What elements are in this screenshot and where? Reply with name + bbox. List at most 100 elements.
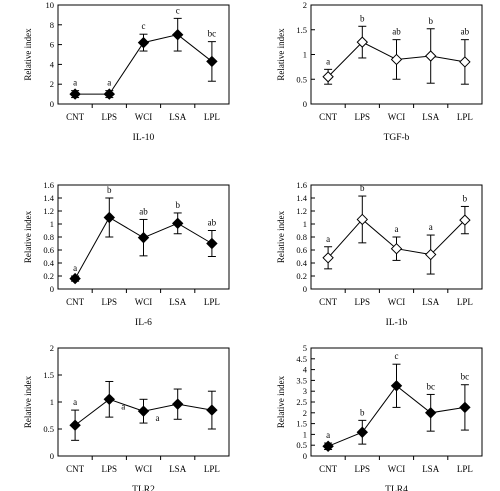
significance-label: b	[360, 13, 365, 23]
data-point	[424, 50, 437, 62]
significance-label: b	[107, 185, 112, 195]
plot-frame	[57, 4, 230, 105]
y-tick-label: 3.5	[296, 375, 307, 385]
x-tick-label: LPL	[204, 112, 220, 122]
y-axis-label: Relative index	[276, 28, 286, 81]
y-tick-label: 1.5	[296, 419, 307, 429]
data-point	[171, 28, 184, 41]
y-tick-label: 4	[50, 59, 55, 69]
data-point	[424, 407, 437, 419]
significance-label: ab	[139, 206, 148, 216]
significance-label: b	[360, 407, 365, 417]
data-point	[137, 36, 150, 49]
significance-label: a	[73, 78, 77, 88]
y-tick-label: 0	[50, 284, 54, 294]
x-tick-label: LSA	[422, 112, 440, 122]
x-tick-label: CNT	[319, 297, 338, 307]
x-tick-label: LPS	[102, 297, 118, 307]
data-point	[322, 440, 334, 452]
significance-label: a	[156, 413, 160, 423]
significance-label: ab	[461, 27, 470, 37]
chart-title: IL-1b	[386, 318, 408, 328]
x-tick-label: CNT	[319, 112, 338, 122]
significance-label: a	[121, 401, 125, 411]
significance-label: b	[428, 16, 433, 26]
significance-label: a	[73, 263, 77, 273]
data-point	[103, 211, 116, 224]
significance-label: a	[429, 222, 433, 232]
y-tick-label: 1.2	[43, 206, 54, 216]
data-point	[69, 272, 81, 285]
significance-label: a	[107, 78, 111, 88]
data-point	[103, 88, 116, 100]
chart-panel-3: 0 0.2 0.4 0.6 0.8 1 1.2 1.4 1.6 CNT LPS WCI LSA LPL Re…	[23, 180, 230, 328]
significance-label: bc	[426, 381, 435, 391]
x-tick-label: LSA	[169, 112, 187, 122]
x-tick-label: WCI	[388, 297, 406, 307]
y-tick-label: 0	[303, 99, 307, 109]
x-tick-label: LPS	[102, 464, 118, 474]
x-tick-label: LPS	[355, 112, 371, 122]
data-point	[356, 213, 369, 226]
chart-panel-2: 0 0.5 1 1.5 2 CNT LPS WCI LSA LPL Relative index TG…	[276, 0, 483, 143]
significance-label: a	[395, 224, 399, 234]
y-axis-label: Relative index	[276, 375, 286, 428]
y-tick-label: 2.5	[296, 397, 307, 407]
significance-label: a	[73, 397, 77, 407]
y-tick-label: 1	[50, 219, 54, 229]
y-tick-label: 0.8	[43, 232, 54, 242]
x-tick-label: LSA	[169, 464, 187, 474]
data-point	[424, 248, 437, 261]
x-tick-label: LPL	[204, 464, 220, 474]
y-tick-label: 2	[50, 79, 54, 89]
x-tick-label: LSA	[422, 297, 440, 307]
y-tick-label: 0.6	[43, 245, 54, 255]
x-tick-label: LPS	[355, 297, 371, 307]
significance-label: a	[326, 234, 330, 244]
y-tick-label: 0	[303, 451, 307, 461]
y-axis-label: Relative index	[276, 210, 286, 263]
x-tick-label: LSA	[169, 297, 187, 307]
significance-label: c	[395, 351, 399, 361]
y-tick-label: 0	[303, 284, 307, 294]
y-tick-label: 1.6	[296, 180, 307, 190]
data-point	[69, 419, 81, 431]
y-tick-label: 1	[303, 50, 307, 60]
y-tick-label: 0	[50, 451, 54, 461]
data-point	[103, 393, 116, 406]
x-tick-label: LPL	[457, 112, 473, 122]
y-tick-label: 0.2	[296, 271, 307, 281]
data-point	[459, 56, 471, 68]
x-tick-label: LPL	[204, 297, 220, 307]
y-tick-label: 2	[303, 0, 307, 10]
significance-label: bc	[461, 372, 470, 382]
y-axis-label: Relative index	[23, 375, 33, 428]
data-point	[171, 217, 184, 230]
significance-label: b	[360, 183, 365, 193]
y-tick-label: 0.5	[296, 440, 307, 450]
chart-panel-1: 0 2 4 6 8 10 CNT LPS WCI LSA LPL Relative index IL-1…	[23, 0, 230, 143]
y-tick-label: 1.5	[296, 25, 307, 35]
x-tick-label: CNT	[66, 297, 85, 307]
y-tick-label: 0.2	[43, 271, 54, 281]
y-tick-label: 0.8	[296, 232, 307, 242]
significance-label: ab	[392, 27, 401, 37]
x-tick-label: LPS	[355, 464, 371, 474]
y-tick-label: 1.5	[43, 370, 54, 380]
chart-title: IL-10	[133, 133, 155, 143]
y-tick-label: 1	[303, 429, 307, 439]
data-point	[390, 242, 403, 255]
data-point	[356, 36, 369, 48]
y-tick-label: 1	[303, 219, 307, 229]
x-tick-label: CNT	[66, 112, 85, 122]
chart-title: TLR4	[385, 485, 408, 491]
y-tick-label: 1.2	[296, 206, 307, 216]
significance-label: bc	[208, 29, 217, 39]
y-tick-label: 4	[303, 365, 308, 375]
y-tick-label: 2	[303, 408, 307, 418]
x-tick-label: LPS	[102, 112, 118, 122]
x-tick-label: LPL	[457, 464, 473, 474]
data-point	[137, 405, 150, 417]
chart-title: TLR2	[132, 485, 155, 491]
x-tick-label: WCI	[135, 112, 153, 122]
